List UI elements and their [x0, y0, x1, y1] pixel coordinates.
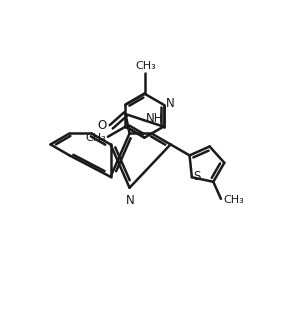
Text: NH: NH — [145, 112, 163, 125]
Text: S: S — [194, 170, 201, 183]
Text: CH₃: CH₃ — [136, 61, 156, 71]
Text: CH₃: CH₃ — [85, 133, 106, 143]
Text: O: O — [97, 119, 106, 132]
Text: CH₃: CH₃ — [223, 195, 244, 205]
Text: N: N — [125, 194, 134, 207]
Text: N: N — [166, 97, 175, 110]
